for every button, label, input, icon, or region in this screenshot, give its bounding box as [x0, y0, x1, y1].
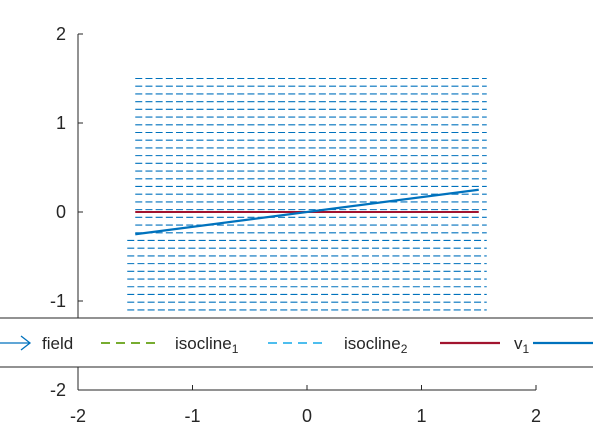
- axes: -2 -1 0 1 2 -2 -1 0 1 2: [50, 24, 541, 426]
- legend: field isocline1 isocline2 v1: [0, 317, 593, 368]
- x-tick-label: 1: [416, 406, 426, 426]
- legend-label-4: v1: [514, 334, 530, 356]
- y-tick-label: -2: [50, 380, 66, 400]
- legend-label-2: isocline1: [175, 334, 239, 356]
- series-line-2: [135, 188, 479, 236]
- y-tick-label: 0: [56, 202, 66, 222]
- series-lines: [135, 188, 479, 236]
- legend-box: [0, 317, 593, 368]
- y-tick-label: -1: [50, 291, 66, 311]
- legend-label-1: field: [42, 334, 73, 353]
- x-tick-label: -2: [70, 406, 86, 426]
- x-tick-label: -1: [184, 406, 200, 426]
- x-tick-label: 2: [531, 406, 541, 426]
- y-tick-label: 2: [56, 24, 66, 44]
- vector-field: [127, 77, 487, 311]
- x-tick-label: 0: [302, 406, 312, 426]
- legend-label-3: isocline2: [344, 334, 408, 356]
- legend-arrowhead: [20, 335, 32, 351]
- y-tick-label: 1: [56, 113, 66, 133]
